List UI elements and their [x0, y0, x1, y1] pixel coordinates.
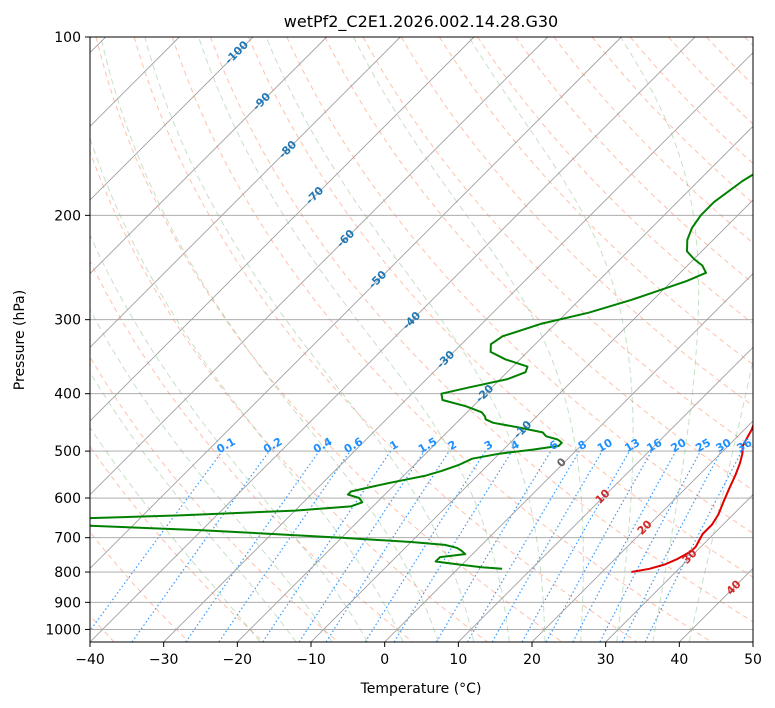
moist-adiabat-line	[198, 37, 510, 642]
chart-title: wetPf2_C2E1.2026.002.14.28.G30	[284, 12, 558, 32]
y-tick-label: 500	[54, 444, 81, 460]
moist-adiabat-line	[90, 308, 333, 642]
isotherm-line	[237, 125, 753, 642]
isotherm-line	[90, 37, 327, 275]
x-tick-label: −10	[296, 652, 326, 668]
dry-adiabat-line	[90, 150, 488, 642]
dry-adiabat-line	[90, 445, 264, 642]
mixing-ratio-line	[545, 450, 653, 642]
isotherm-line	[458, 346, 753, 642]
moist-adiabat-line	[90, 136, 404, 642]
y-tick-label: 600	[54, 491, 81, 507]
isotherm-line	[90, 37, 401, 348]
moist-adiabat-line	[90, 426, 261, 642]
moist-adiabat-line	[265, 37, 546, 642]
x-tick-label: −40	[75, 652, 105, 668]
isotherm-line	[163, 52, 753, 642]
y-tick-label: 300	[54, 313, 81, 329]
x-tick-label: 0	[380, 652, 389, 668]
mixing-ratio-line	[572, 450, 677, 642]
x-tick-label: 20	[523, 652, 541, 668]
moist-adiabat-line	[90, 371, 297, 642]
dry-adiabat-line	[362, 37, 753, 449]
isotherm-line	[531, 420, 753, 642]
y-tick-label: 700	[54, 531, 81, 547]
isotherm-line	[605, 494, 753, 642]
mixing-ratio-line	[218, 450, 351, 642]
dewpoint-profile-line	[90, 173, 753, 570]
temperature-profile-line	[631, 423, 753, 573]
y-tick-label: 1000	[45, 622, 81, 638]
plot-data	[90, 173, 753, 573]
mixing-ratio-line	[644, 450, 743, 642]
y-tick-label: 400	[54, 387, 81, 403]
isotherm-line	[90, 37, 475, 422]
dry-adiabat-line	[248, 37, 753, 578]
isotherm-line	[90, 37, 254, 201]
y-tick-label: 200	[54, 208, 81, 224]
x-tick-label: −20	[223, 652, 253, 668]
isotherm-line	[384, 273, 753, 642]
x-tick-label: 30	[597, 652, 615, 668]
plot-frame	[89, 36, 754, 643]
mixing-ratio-line	[262, 450, 392, 642]
isotherm-line	[90, 37, 548, 496]
mixing-ratio-line	[90, 450, 223, 632]
dry-adiabat-line	[133, 37, 638, 642]
y-tick-label: 900	[54, 595, 81, 611]
isotherm-line	[90, 37, 696, 642]
mixing-ratio-line	[298, 450, 425, 642]
dry-adiabat-line	[400, 37, 753, 407]
x-tick-label: 40	[670, 652, 688, 668]
y-tick-label: 800	[54, 565, 81, 581]
moist-adiabat-line	[353, 37, 584, 642]
dry-adiabat-line	[210, 37, 753, 623]
x-tick-label: 10	[449, 652, 467, 668]
axis-ticks: −40 −30 −20 −10 0 10 20 30 40 50 100 200 300 400 500 60…	[45, 30, 762, 668]
moist-adiabat-line	[688, 358, 753, 642]
y-axis-label: Pressure (hPa)	[12, 290, 28, 390]
mixing-ratio-line	[185, 450, 320, 642]
moist-adiabat-line	[90, 233, 369, 642]
x-tick-label: −30	[149, 652, 179, 668]
mixing-ratio-line	[325, 450, 450, 642]
y-tick-label: 100	[54, 30, 81, 46]
x-tick-label: 50	[744, 652, 762, 668]
mixing-ratio-line	[393, 450, 513, 642]
dry-adiabat-line	[171, 37, 712, 642]
isotherm-line	[90, 37, 622, 569]
moist-adiabat-line	[144, 37, 475, 642]
moist-adiabat-line	[100, 37, 439, 642]
dry-adiabat-line	[324, 37, 753, 491]
mixing-ratio-line	[521, 450, 631, 642]
x-axis-label: Temperature (°C)	[360, 681, 482, 697]
moist-adiabat-line	[620, 37, 700, 642]
plot-grid	[90, 37, 753, 642]
mixing-ratio-line	[131, 450, 270, 642]
